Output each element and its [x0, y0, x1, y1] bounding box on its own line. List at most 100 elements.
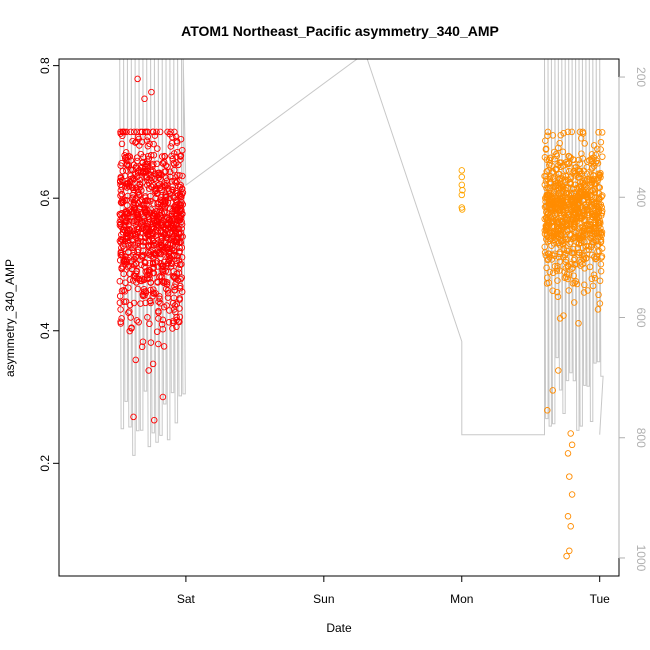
data-point [589, 282, 597, 290]
data-point [137, 128, 144, 136]
y-tick-label: 0.4 [38, 322, 52, 339]
data-point [545, 279, 553, 287]
right-tick-label: 1000 [634, 545, 648, 572]
data-point [543, 168, 551, 175]
data-point [159, 265, 166, 273]
data-point [580, 289, 588, 296]
data-point [591, 274, 599, 282]
data-point [576, 128, 584, 136]
data-point [155, 298, 162, 306]
data-point [147, 339, 155, 346]
data-point [117, 235, 125, 243]
right-tick-label: 400 [634, 187, 648, 207]
data-point [588, 251, 596, 259]
data-point [150, 160, 157, 168]
data-point [126, 308, 133, 315]
data-point [150, 128, 157, 136]
x-axis-label: Date [326, 621, 352, 635]
data-point [171, 226, 178, 233]
data-point [167, 263, 175, 270]
data-point [561, 186, 569, 193]
data-point [178, 288, 186, 296]
data-point [119, 177, 126, 184]
data-point [156, 128, 164, 136]
data-point [134, 285, 142, 293]
data-point [174, 210, 181, 217]
data-point [593, 227, 600, 235]
data-point [559, 148, 567, 156]
data-point [126, 301, 134, 309]
data-point [158, 153, 166, 160]
data-point [163, 177, 171, 184]
data-point [120, 226, 128, 234]
data-point [129, 191, 136, 199]
data-point [568, 195, 575, 202]
data-point [162, 285, 170, 293]
data-point [117, 173, 125, 181]
data-point [123, 208, 130, 215]
data-point [167, 128, 174, 136]
data-point [566, 473, 573, 480]
data-point [132, 356, 139, 364]
data-point [571, 228, 578, 235]
data-point [552, 182, 560, 190]
data-point [560, 245, 567, 253]
data-point [549, 132, 557, 139]
data-point [153, 328, 161, 335]
data-point [597, 219, 604, 227]
data-point [144, 230, 151, 238]
data-point [575, 156, 582, 164]
data-point [556, 175, 564, 182]
data-point [564, 450, 572, 457]
data-point [595, 183, 602, 191]
data-point [150, 242, 157, 249]
data-point [563, 552, 570, 560]
data-point [151, 217, 158, 225]
right-axis: 200 400 600 800 1000 [618, 67, 648, 572]
data-point [554, 226, 562, 233]
data-point [591, 179, 598, 187]
data-point [594, 306, 602, 313]
data-point [164, 244, 172, 251]
data-point [156, 273, 163, 281]
data-point [597, 260, 605, 268]
data-point [139, 218, 146, 226]
data-point [586, 234, 594, 241]
data-point [165, 319, 173, 326]
data-point [589, 158, 596, 165]
data-point [149, 360, 157, 368]
data-point [159, 263, 166, 270]
data-point [554, 262, 561, 270]
x-tick-label: Mon [450, 592, 473, 606]
data-point [162, 191, 169, 198]
data-point [161, 197, 168, 205]
data-point [123, 197, 130, 204]
data-point [577, 135, 585, 142]
data-point [554, 277, 561, 284]
data-point [178, 274, 185, 281]
data-point [565, 153, 573, 160]
data-point [133, 317, 141, 324]
data-point [118, 140, 126, 148]
data-point [154, 182, 162, 189]
data-point [153, 207, 161, 215]
data-point [581, 281, 588, 289]
data-point [555, 367, 562, 374]
data-point [141, 128, 149, 136]
data-point [586, 212, 593, 219]
data-point [546, 195, 553, 203]
data-point [583, 170, 591, 178]
data-point [597, 146, 604, 153]
data-point [598, 129, 606, 136]
data-point [165, 268, 172, 276]
data-point [586, 191, 594, 198]
data-point [576, 173, 583, 181]
data-point [133, 279, 140, 286]
data-point [558, 221, 566, 229]
data-point [567, 430, 574, 437]
data-point [127, 172, 135, 179]
data-point [566, 547, 573, 555]
data-point [164, 294, 172, 301]
data-point [149, 167, 157, 175]
data-point [541, 249, 549, 256]
